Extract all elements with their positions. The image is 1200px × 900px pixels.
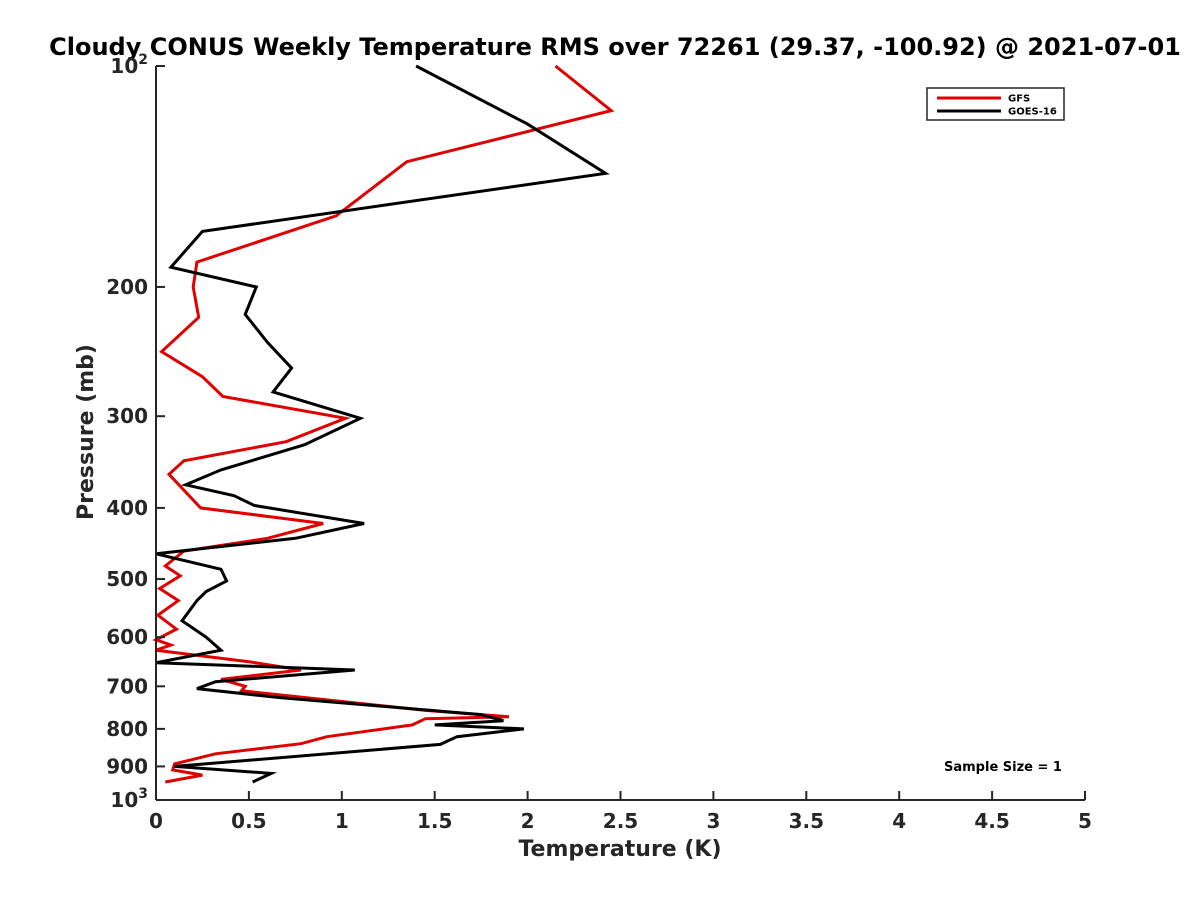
x-tick-label: 3 — [706, 809, 720, 833]
y-tick-label: 700 — [106, 674, 148, 698]
y-axis-label: Pressure (mb) — [74, 344, 99, 520]
x-tick-label: 2.5 — [603, 809, 638, 833]
y-axis-ticks: 102 200 300 400 500 600 700 800 900 103 — [106, 52, 165, 812]
legend-label-goes-16: GOES-16 — [1008, 107, 1057, 118]
plot-area: 0 0.5 1 1.5 2 2.5 3 3.5 4 4.5 5 102 200 300 400 500 600… — [106, 52, 1092, 833]
x-tick-label: 4.5 — [974, 809, 1009, 833]
y-tick-label: 102 — [110, 52, 148, 78]
x-tick-label: 4 — [892, 809, 906, 833]
y-tick-label: 300 — [106, 404, 148, 428]
x-axis-label: Temperature (K) — [518, 837, 721, 862]
y-tick-label: 400 — [106, 496, 148, 520]
y-tick-label: 800 — [106, 717, 148, 741]
x-tick-label: 2 — [521, 809, 535, 833]
x-tick-label: 1 — [335, 809, 349, 833]
y-tick-label: 103 — [110, 786, 148, 812]
y-tick-label: 200 — [106, 275, 148, 299]
x-tick-label: 0.5 — [231, 809, 266, 833]
x-tick-label: 0 — [149, 809, 163, 833]
x-tick-label: 3.5 — [789, 809, 824, 833]
y-tick-label: 600 — [106, 625, 148, 649]
series-line-goes-16 — [155, 64, 610, 784]
legend-label-gfs: GFS — [1008, 94, 1030, 105]
y-tick-label: 900 — [106, 754, 148, 778]
y-tick-label: 500 — [106, 567, 148, 591]
x-tick-label: 1.5 — [417, 809, 452, 833]
series-line-gfs — [152, 64, 615, 784]
chart-title: Cloudy CONUS Weekly Temperature RMS over… — [49, 33, 1181, 61]
x-axis-ticks: 0 0.5 1 1.5 2 2.5 3 3.5 4 4.5 5 — [149, 791, 1092, 833]
x-tick-label: 5 — [1078, 809, 1092, 833]
legend-box — [926, 87, 1065, 121]
legend-items: GFS GOES-16 — [937, 94, 1057, 118]
series-layer — [152, 64, 615, 784]
sample-size-annotation: Sample Size = 1 — [944, 760, 1062, 775]
legend: GFS GOES-16 — [926, 87, 1065, 121]
